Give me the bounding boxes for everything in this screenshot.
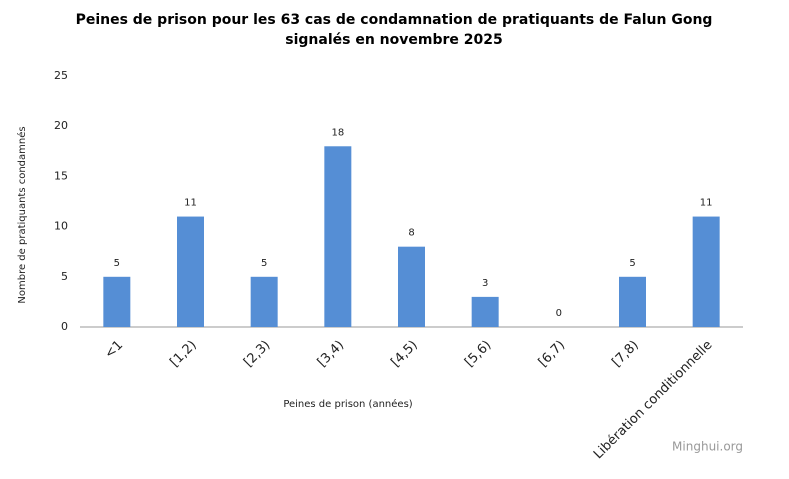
bar xyxy=(471,296,499,327)
value-label: 3 xyxy=(482,278,488,289)
x-tick-label: [4,5) xyxy=(388,338,420,370)
y-axis-label: Nombre de pratiquants condamnés xyxy=(16,126,28,303)
value-label: 5 xyxy=(261,258,267,269)
chart-title: signalés en novembre 2025 xyxy=(285,32,502,48)
x-tick-label: [7,8) xyxy=(609,338,641,370)
x-tick-label: [3,4) xyxy=(315,338,347,370)
bar xyxy=(398,246,425,327)
x-tick-label: [2,3) xyxy=(241,338,273,370)
y-tick-label: 15 xyxy=(54,169,68,182)
bar xyxy=(619,276,646,327)
bar xyxy=(324,146,352,327)
bar xyxy=(177,216,204,327)
x-tick-label: <1 xyxy=(102,338,126,362)
x-tick-label: [1,2) xyxy=(167,338,199,370)
bar xyxy=(250,276,278,327)
bar xyxy=(692,216,720,327)
y-tick-label: 0 xyxy=(61,320,68,333)
value-label: 5 xyxy=(629,258,635,269)
x-tick-label: [6,7) xyxy=(536,338,568,370)
value-label: 8 xyxy=(408,228,414,239)
value-label: 11 xyxy=(184,198,197,209)
value-label: 18 xyxy=(331,127,344,138)
watermark: Minghui.org xyxy=(672,440,743,454)
y-tick-label: 5 xyxy=(61,270,68,283)
x-tick-label: [5,6) xyxy=(462,338,494,370)
value-label: 11 xyxy=(700,198,713,209)
y-tick-label: 10 xyxy=(54,220,68,233)
y-tick-label: 25 xyxy=(54,69,68,82)
chart-title: Peines de prison pour les 63 cas de cond… xyxy=(76,12,713,28)
value-label: 5 xyxy=(114,258,120,269)
x-axis-label: Peines de prison (années) xyxy=(283,398,412,410)
bar xyxy=(103,276,131,327)
y-tick-label: 20 xyxy=(54,119,68,132)
value-label: 0 xyxy=(556,308,562,319)
